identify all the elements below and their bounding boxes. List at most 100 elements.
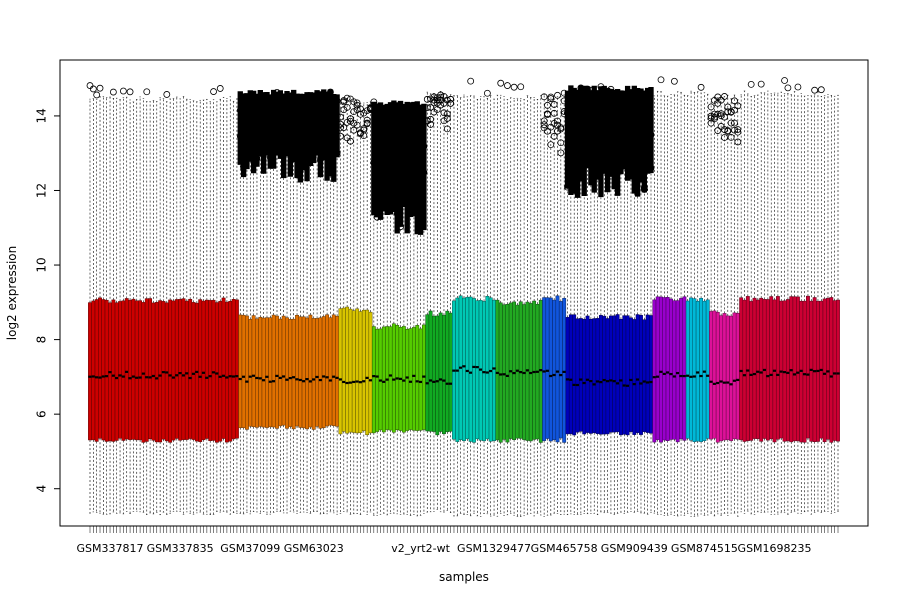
outlier-point (89, 85, 97, 93)
iqr-box (248, 319, 253, 427)
iqr-box (391, 323, 396, 433)
iqr-box (796, 296, 800, 442)
outlier-point (440, 92, 448, 100)
iqr-box (255, 318, 259, 428)
outlier-point (540, 117, 548, 125)
iqr-box (545, 297, 550, 439)
outlier-point (721, 93, 728, 100)
iqr-box (612, 315, 617, 433)
sample-box (387, 102, 394, 514)
iqr-box (675, 300, 680, 443)
iqr-box (488, 297, 493, 442)
iqr-box (695, 300, 700, 442)
iqr-box (261, 317, 266, 428)
sample-box (620, 90, 628, 514)
outlier-point (350, 126, 358, 134)
outlier-point (731, 106, 738, 114)
sample-box (333, 94, 341, 515)
sample-box (836, 94, 840, 512)
outlier-point (717, 112, 725, 120)
outlier-point (550, 132, 558, 140)
outlier-point (333, 149, 341, 157)
outlier-point (711, 110, 718, 118)
outlier-point (216, 85, 224, 92)
iqr-box (271, 314, 276, 428)
iqr-box (258, 316, 263, 427)
iqr-box (448, 312, 453, 432)
iqr-box (498, 302, 503, 443)
outlier-point (210, 88, 217, 95)
iqr-box (181, 298, 186, 440)
sample-box (313, 90, 321, 512)
sample-box (250, 90, 258, 512)
iqr-box (465, 296, 470, 440)
boxes-layer (86, 76, 840, 517)
outlier-point (721, 134, 728, 141)
iqr-box (615, 314, 620, 433)
outlier-point (447, 95, 455, 103)
iqr-box (655, 296, 660, 440)
outlier-point (727, 108, 735, 116)
iqr-box (198, 299, 203, 442)
sample-box (306, 92, 314, 514)
outlier-point (420, 142, 428, 150)
sample-box (584, 85, 591, 515)
outlier-point (333, 97, 341, 105)
iqr-box (568, 314, 573, 435)
outlier-point (731, 97, 738, 105)
iqr-box (375, 328, 380, 432)
sample-box (317, 91, 324, 515)
y-tick-label: 4 (35, 485, 49, 493)
y-tick-label: 12 (35, 183, 49, 198)
iqr-box (378, 328, 383, 431)
sample-box (640, 90, 648, 514)
iqr-box (408, 328, 413, 430)
outlier-point (483, 89, 491, 97)
iqr-box (371, 326, 376, 434)
outlier-point (423, 95, 431, 103)
iqr-box (211, 299, 216, 441)
iqr-box (602, 315, 607, 435)
iqr-box (144, 298, 149, 442)
outlier-point (724, 108, 732, 116)
iqr-box (622, 315, 627, 435)
iqr-box (114, 302, 119, 441)
sample-box (467, 77, 475, 517)
outlier-point (657, 76, 665, 84)
outlier-point (93, 91, 101, 99)
outlier-point (707, 114, 715, 122)
outlier-point (697, 83, 705, 91)
iqr-box (619, 318, 623, 436)
plot-frame (59, 59, 869, 527)
sample-box (407, 102, 414, 516)
iqr-box (832, 300, 837, 441)
iqr-box (131, 298, 136, 440)
iqr-box (88, 302, 92, 441)
outlier-point (350, 108, 358, 116)
iqr-box (171, 300, 176, 441)
outlier-point (794, 83, 802, 91)
outlier-point (784, 84, 792, 92)
iqr-box (268, 317, 273, 428)
iqr-box (792, 296, 797, 442)
iqr-box (665, 297, 670, 441)
outlier-point (550, 101, 558, 108)
x-tick-label: GSM337817 (77, 542, 144, 555)
iqr-box (111, 299, 116, 442)
iqr-box (124, 298, 129, 440)
iqr-box (779, 300, 784, 439)
y-axis-label: log2 expression (5, 246, 19, 340)
iqr-box (669, 298, 673, 440)
sample-box (256, 90, 264, 514)
iqr-box (281, 315, 286, 426)
iqr-box (104, 299, 109, 442)
sample-box (168, 98, 173, 514)
sample-box (194, 101, 199, 514)
iqr-box (595, 318, 600, 434)
outlier-point (497, 79, 505, 87)
iqr-box (572, 314, 577, 436)
iqr-box (134, 300, 139, 441)
sample-box (577, 84, 585, 516)
outlier-point (447, 100, 455, 107)
iqr-box (565, 317, 570, 435)
